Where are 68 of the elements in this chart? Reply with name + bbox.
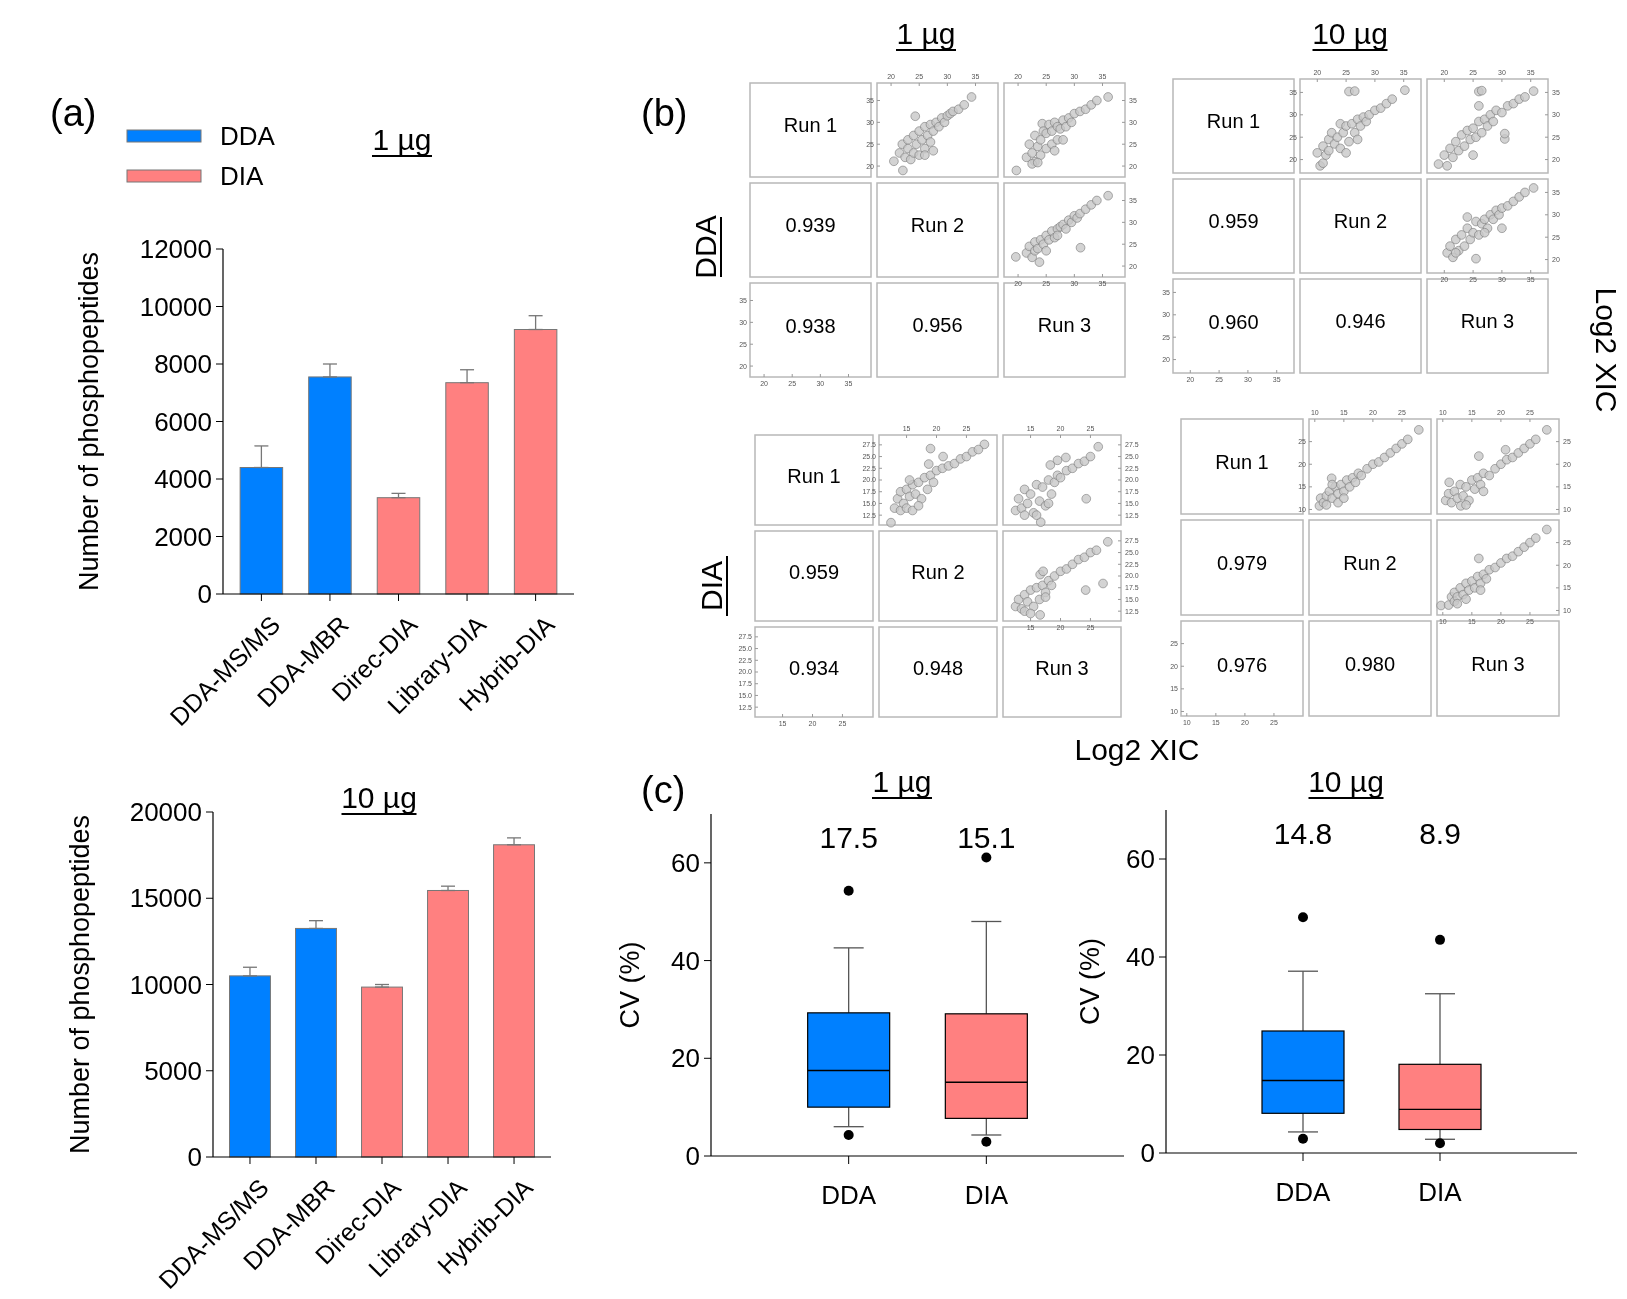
y-tick-label: 6000	[154, 406, 212, 437]
annotation: 0.976	[1216, 653, 1268, 676]
text: 0.939	[785, 214, 836, 237]
annotation: 14.8	[1273, 817, 1333, 850]
category-label: Run 2	[1343, 551, 1397, 574]
category-label: 1 µg	[896, 17, 956, 50]
category-label: 10 µg	[1312, 17, 1388, 50]
category-label: Run 3	[1037, 314, 1092, 337]
y-tick-label: 60	[1126, 844, 1155, 875]
text: 0.980	[1344, 652, 1396, 675]
text: (c)	[641, 769, 686, 811]
y-tick-label: 4000	[154, 464, 212, 495]
text: (b)	[641, 92, 688, 134]
text: (a)	[50, 92, 97, 134]
text: Log2 XIC	[1074, 733, 1200, 766]
text: 0.959	[788, 560, 840, 583]
text: 0.956	[912, 314, 963, 337]
legend-label: DIA	[220, 161, 264, 192]
annotation: 0.938	[785, 315, 836, 337]
y-axis-title: Number of phosphopeptides	[74, 251, 105, 592]
category-label: Run 3	[1471, 652, 1525, 675]
annotation: 0.960	[1208, 311, 1259, 333]
chart-title: 10 µg	[341, 781, 417, 814]
y-tick-label: 0	[187, 1142, 202, 1173]
y-tick-label: 20	[671, 1043, 700, 1074]
category-label: Run 2	[911, 560, 965, 583]
y-tick-label: 12000	[139, 234, 212, 265]
y-axis-title: CV (%)	[1075, 938, 1106, 1025]
y-tick-label: 20000	[129, 797, 202, 828]
y-tick-label: 20	[1126, 1040, 1155, 1071]
text: 0.946	[1335, 310, 1386, 333]
x-tick-label: DDA	[821, 1180, 877, 1210]
y-tick-label: 60	[671, 847, 700, 878]
chart-title: 1 µg	[372, 123, 432, 156]
y-tick-label: 15000	[129, 883, 202, 914]
category-label: Run 1	[787, 464, 841, 487]
category-label: Run 2	[1333, 210, 1388, 233]
legend-label: DDA	[220, 121, 276, 152]
y-tick-label: 0	[685, 1141, 700, 1172]
y-tick-label: 10000	[129, 969, 202, 1000]
y-tick-label: 0	[197, 579, 212, 610]
y-tick-label: 8000	[154, 349, 212, 380]
y-axis-title: Number of phosphopeptides	[65, 814, 96, 1155]
y-tick-label: 40	[671, 945, 700, 976]
x-tick-label: DDA	[1275, 1177, 1332, 1207]
category-label: Run 2	[910, 214, 965, 237]
y-tick-label: 5000	[144, 1055, 202, 1086]
text: 0.948	[912, 656, 964, 679]
category-label: Run 3	[1035, 656, 1089, 679]
chart-title: 1 µg	[872, 765, 932, 798]
annotation: 0.934	[788, 657, 840, 679]
annotation: 8.9	[1419, 817, 1461, 850]
category-label: Run 1	[783, 114, 838, 137]
y-axis-title: CV (%)	[615, 941, 646, 1029]
y-tick-label: 0	[1140, 1138, 1155, 1169]
x-tick-label: DIA	[964, 1180, 1009, 1210]
x-tick-label: DIA	[1418, 1177, 1463, 1207]
annotation: 15.1	[957, 821, 1016, 854]
text: Log2 XIC	[1589, 287, 1623, 413]
y-tick-label: 40	[1126, 942, 1155, 973]
y-tick-label: 2000	[154, 521, 212, 552]
category-label: Run 3	[1460, 310, 1515, 333]
text: 0.979	[1216, 551, 1268, 574]
text: 0.959	[1208, 210, 1259, 233]
category-label: Run 1	[1206, 110, 1261, 133]
y-tick-label: 10000	[139, 291, 212, 322]
chart-title: 10 µg	[1308, 765, 1384, 798]
category-label: Run 1	[1215, 450, 1269, 473]
